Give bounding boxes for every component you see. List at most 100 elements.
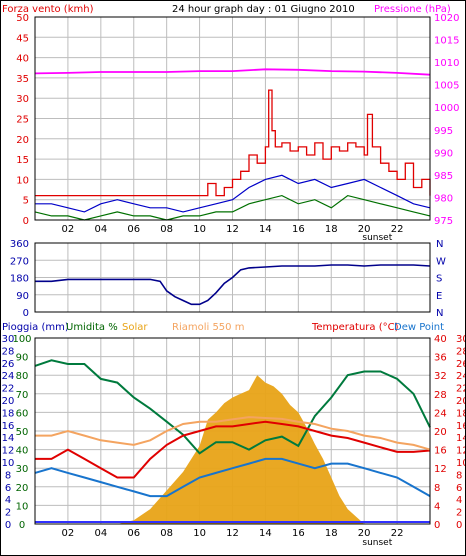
dewpoint-axis-tick: 20 bbox=[456, 396, 466, 407]
rain-axis-tick: 22 bbox=[2, 384, 15, 395]
rain-axis-tick: 16 bbox=[2, 421, 15, 432]
wind-wind_blue-line bbox=[35, 174, 431, 213]
hour-tick-label: 06 bbox=[127, 528, 140, 539]
left-axis-tick: 50 bbox=[16, 13, 29, 24]
chart-title: 24 hour graph day : 01 Giugno 2010 bbox=[172, 4, 355, 15]
humidity-line bbox=[34, 359, 431, 455]
humidity-axis-tick: 60 bbox=[16, 408, 29, 419]
right-axis-tick: 1015 bbox=[434, 36, 459, 47]
plot-frame bbox=[34, 242, 431, 313]
hour-tick-label: 12 bbox=[226, 528, 239, 539]
left-axis-tick: 25 bbox=[16, 115, 29, 126]
temperature-label: Temperatura (°C) bbox=[311, 322, 399, 333]
direction-compass-tick: W bbox=[436, 256, 446, 267]
temperature-axis-tick: 8 bbox=[434, 483, 440, 494]
rain-axis-tick: 30 bbox=[2, 334, 15, 345]
rain-axis-tick: 10 bbox=[2, 458, 15, 469]
dewpoint-axis-tick: 0 bbox=[456, 520, 462, 531]
direction-degree-tick: 270 bbox=[10, 256, 29, 267]
direction-degree-tick: 360 bbox=[10, 239, 29, 250]
right-axis-tick: 980 bbox=[434, 193, 453, 204]
hour-tick-label: 14 bbox=[259, 224, 272, 235]
humidity-axis-tick: 50 bbox=[16, 427, 29, 438]
dewpoint-axis-tick: 10 bbox=[456, 458, 466, 469]
hour-tick-label: 10 bbox=[193, 528, 206, 539]
humidity-axis-tick: 70 bbox=[16, 390, 29, 401]
dewpoint-axis-tick: 26 bbox=[456, 359, 466, 370]
hour-tick-label: 08 bbox=[160, 528, 173, 539]
humidity-axis-tick: 100 bbox=[12, 334, 31, 345]
direction-compass-tick: N bbox=[436, 239, 443, 250]
solar-area bbox=[35, 375, 430, 524]
humidity-label: Umidita % bbox=[66, 322, 118, 333]
left-axis-tick: 10 bbox=[16, 175, 29, 186]
solar-label: Solar bbox=[122, 322, 148, 333]
dewpoint-axis-tick: 24 bbox=[456, 371, 466, 382]
hour-tick-label: 18 bbox=[325, 528, 338, 539]
hour-tick-label: 20 bbox=[358, 528, 371, 539]
left-axis-tick: 45 bbox=[16, 33, 29, 44]
dewpoint-axis-tick: 18 bbox=[456, 408, 466, 419]
wind-speed-label: Forza vento (kmh) bbox=[2, 4, 94, 15]
plot-frame bbox=[34, 337, 431, 525]
right-axis-tick: 990 bbox=[434, 148, 453, 159]
humidity-axis-tick: 90 bbox=[16, 353, 29, 364]
riamoli-label: Riamoli 550 m bbox=[172, 322, 244, 333]
left-axis-tick: 40 bbox=[16, 54, 29, 65]
rain-axis-tick: 4 bbox=[5, 495, 11, 506]
right-axis-tick: 995 bbox=[434, 126, 453, 137]
hour-tick-label: 20 bbox=[358, 224, 371, 235]
right-axis-tick: 1020 bbox=[434, 13, 459, 24]
plot-frame bbox=[34, 16, 431, 221]
direction-degree-tick: 0 bbox=[23, 308, 29, 319]
temperature-axis-tick: 28 bbox=[434, 390, 447, 401]
humidity-axis-tick: 30 bbox=[16, 464, 29, 475]
left-axis-tick: 20 bbox=[16, 135, 29, 146]
temperature-axis-tick: 24 bbox=[434, 408, 447, 419]
riamoli-line bbox=[35, 416, 431, 451]
rain-label: Pioggia (mm) bbox=[2, 322, 69, 333]
hour-tick-label: 04 bbox=[94, 528, 107, 539]
hour-tick-label: 16 bbox=[292, 528, 305, 539]
pressure-line bbox=[34, 68, 431, 76]
temperature-humidity-plot: 0246810121416182022242628300102030405060… bbox=[2, 334, 466, 548]
dewpoint-axis-tick: 28 bbox=[456, 346, 466, 357]
temperature-axis-tick: 4 bbox=[434, 501, 440, 512]
humidity-axis-tick: 0 bbox=[19, 520, 25, 531]
temperature-line bbox=[35, 420, 431, 479]
dewpoint-line bbox=[34, 457, 431, 498]
right-axis-tick: 1010 bbox=[434, 58, 459, 69]
hour-tick-label: 08 bbox=[160, 224, 173, 235]
direction-compass-tick: S bbox=[436, 274, 442, 285]
hour-tick-label: 18 bbox=[325, 224, 338, 235]
direction-compass-tick: E bbox=[436, 291, 442, 302]
temperature-axis-tick: 0 bbox=[434, 520, 440, 531]
hour-tick-label: 02 bbox=[62, 224, 75, 235]
right-axis-tick: 1005 bbox=[434, 81, 459, 92]
rain-axis-tick: 18 bbox=[2, 408, 15, 419]
dewpoint-label: Dew Point bbox=[394, 322, 444, 333]
hour-tick-label: 06 bbox=[127, 224, 140, 235]
humidity-axis-tick: 80 bbox=[16, 371, 29, 382]
hour-tick-label: 22 bbox=[391, 528, 404, 539]
rain-axis-tick: 14 bbox=[2, 433, 15, 444]
pressure-label: Pressione (hPa) bbox=[374, 4, 451, 15]
hour-tick-label: 22 bbox=[391, 224, 404, 235]
left-axis-tick: 5 bbox=[23, 196, 29, 207]
rain-axis-tick: 24 bbox=[2, 371, 15, 382]
left-axis-tick: 30 bbox=[16, 94, 29, 105]
dewpoint-axis-tick: 14 bbox=[456, 433, 466, 444]
left-axis-tick: 35 bbox=[16, 74, 29, 85]
temperature-axis-tick: 12 bbox=[434, 464, 447, 475]
dewpoint-axis-tick: 8 bbox=[456, 470, 462, 481]
dewpoint-axis-tick: 4 bbox=[456, 495, 462, 506]
right-axis-tick: 975 bbox=[434, 216, 453, 227]
sunset-label: sunset bbox=[362, 233, 392, 243]
wind-pressure-plot: 0510152025303540455097598098599099510001… bbox=[16, 13, 459, 243]
temperature-axis-tick: 20 bbox=[434, 427, 447, 438]
right-axis-tick: 985 bbox=[434, 171, 453, 182]
rain-axis-tick: 26 bbox=[2, 359, 15, 370]
